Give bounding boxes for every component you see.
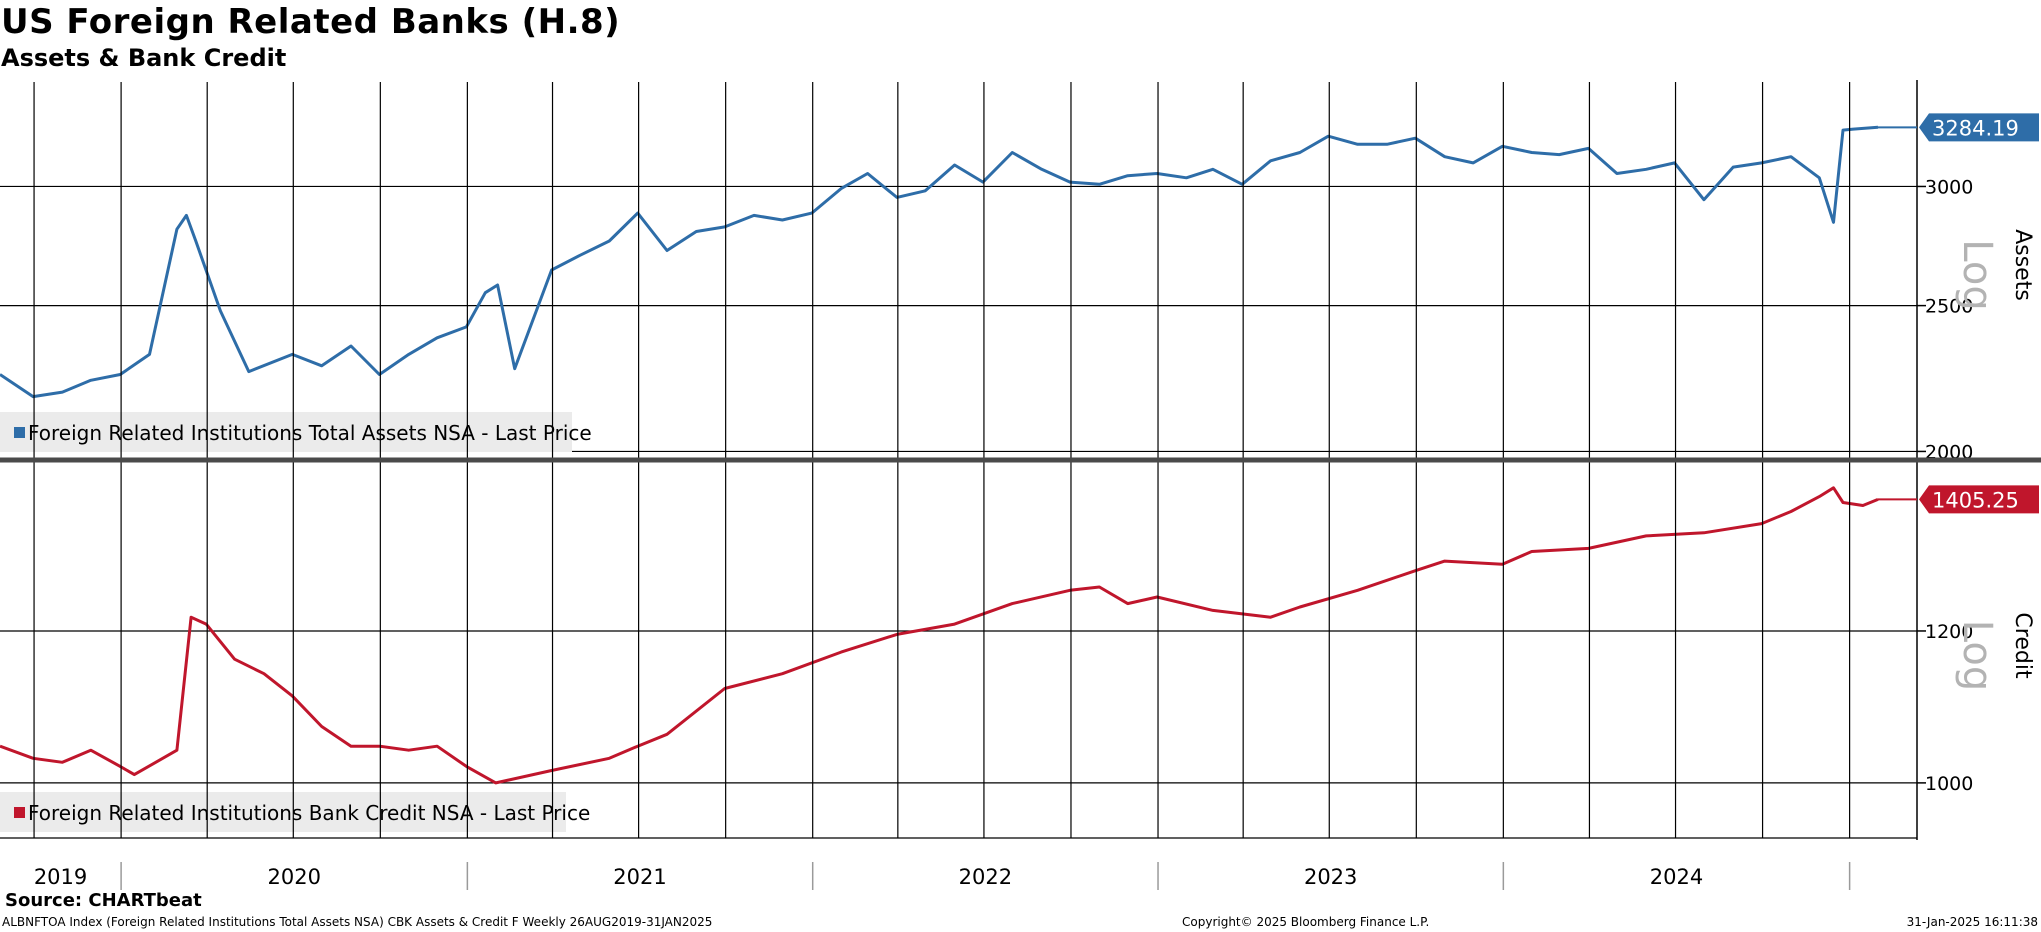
footer-series-info: ALBNFTOA Index (Foreign Related Institut… <box>2 915 713 929</box>
x-tick-label: 2024 <box>1650 865 1703 889</box>
assets-last-value-tag <box>1919 113 2039 142</box>
x-tick-label: 2021 <box>613 865 666 889</box>
x-tick-label: 2022 <box>959 865 1012 889</box>
chart-subtitle: Assets & Bank Credit <box>1 44 287 72</box>
assets-tick-label: 2500 <box>1925 296 1973 318</box>
credit-series-line <box>0 486 1879 785</box>
credit-last-value-tag <box>1919 485 2039 514</box>
assets-series-line <box>0 125 1879 399</box>
credit-log-label: Log <box>1954 620 2000 691</box>
assets-legend-label: Foreign Related Institutions Total Asset… <box>28 421 592 445</box>
footer-timestamp: 31-Jan-2025 16:11:38 <box>1906 915 2038 929</box>
footer-copyright: Copyright© 2025 Bloomberg Finance L.P. <box>1182 915 1430 929</box>
x-tick-label: 2023 <box>1304 865 1357 889</box>
x-tick-label: 2019 <box>34 865 87 889</box>
credit-legend-swatch <box>14 807 25 818</box>
credit-legend-box <box>0 792 566 832</box>
credit-tick-label: 1000 <box>1925 773 1973 795</box>
credit-axis-title: Credit <box>2010 612 2035 679</box>
credit-last-value-label: 1405.25 <box>1932 488 2019 512</box>
bottom-panel: 1000 1200 Credit Log 1405.25 Foreign Related … <box>0 461 2039 840</box>
assets-log-label: Log <box>1954 239 2000 310</box>
source-note: Source: CHARTbeat <box>5 890 202 911</box>
x-axis: 2019 2020 2021 2022 2023 2024 <box>0 837 1917 890</box>
assets-legend-box <box>0 412 572 452</box>
x-tick-label: 2020 <box>268 865 321 889</box>
chart-title: US Foreign Related Banks (H.8) <box>1 2 621 42</box>
assets-tick-label: 3000 <box>1925 176 1973 198</box>
assets-last-value-label: 3284.19 <box>1932 116 2019 140</box>
assets-legend-swatch <box>14 427 25 438</box>
assets-axis-title: Assets <box>2010 229 2035 301</box>
credit-legend-label: Foreign Related Institutions Bank Credit… <box>28 801 590 825</box>
credit-tick-label: 1200 <box>1925 621 1973 643</box>
